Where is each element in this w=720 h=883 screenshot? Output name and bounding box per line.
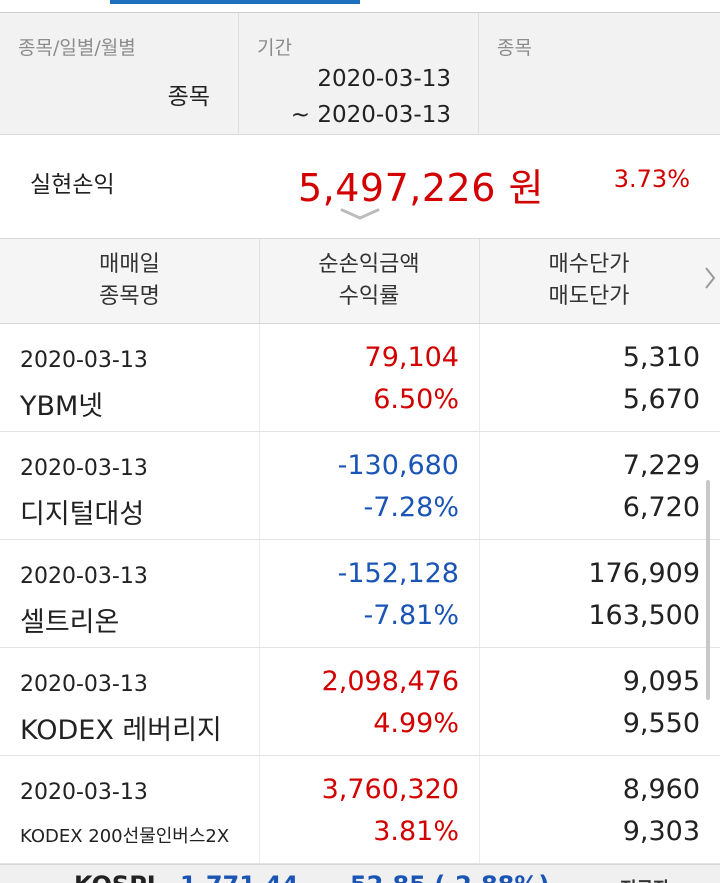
ticker-value: 1,771.44 (180, 871, 298, 883)
period-end: ~ 2020-03-13 (290, 102, 451, 128)
row-buy-price: 8,960 (622, 774, 700, 805)
header-return-rate: 수익률 (338, 284, 400, 309)
trade-list: 2020-03-13 YBM넷 79,104 6.50% 5,310 5,670… (0, 324, 720, 864)
table-row[interactable]: 2020-03-13 디지털대성 -130,680 -7.28% 7,229 6… (0, 432, 720, 540)
row-buy-price: 176,909 (588, 558, 700, 589)
row-name-cell: 2020-03-13 KODEX 레버리지 (0, 648, 260, 755)
row-buy-price: 7,229 (622, 450, 700, 481)
table-row[interactable]: 2020-03-13 YBM넷 79,104 6.50% 5,310 5,670 (0, 324, 720, 432)
table-row[interactable]: 2020-03-13 KODEX 레버리지 2,098,476 4.99% 9,… (0, 648, 720, 756)
header-stock-name: 종목명 (99, 284, 160, 309)
summary-rate: 3.73% (613, 165, 690, 193)
header-date-name: 매매일 종목명 (0, 239, 260, 323)
type-selector-label: 종목/일별/월별 (18, 37, 136, 59)
period-selector[interactable]: 기간 2020-03-13 ~ 2020-03-13 (238, 13, 479, 134)
row-sell-price: 9,550 (622, 708, 700, 739)
row-price-cell: 8,960 9,303 (479, 756, 720, 863)
realized-pnl-summary: 실현손익 5,497,226 원 3.73% (0, 135, 720, 225)
period-start: 2020-03-13 (317, 66, 451, 92)
row-date: 2020-03-13 (20, 348, 148, 373)
row-date: 2020-03-13 (20, 780, 148, 805)
row-price-cell: 5,310 5,670 (479, 324, 720, 431)
row-profit-cell: 3,760,320 3.81% (259, 756, 480, 863)
row-sell-price: 9,303 (622, 816, 700, 847)
header-profit: 순손익금액 수익률 (259, 239, 480, 323)
row-price-cell: 9,095 9,550 (479, 648, 720, 755)
row-date: 2020-03-13 (20, 672, 148, 697)
type-selector[interactable]: 종목/일별/월별 종목 (0, 13, 238, 134)
row-sell-price: 163,500 (588, 600, 700, 631)
row-buy-price: 5,310 (622, 342, 700, 373)
row-profit-amount: 2,098,476 (321, 666, 459, 697)
row-stock-name: KODEX 레버리지 (20, 715, 222, 746)
ticker-index-name: KOSPI (74, 871, 156, 883)
ticker-change: -52.85 (-2.88%) (340, 871, 549, 883)
row-name-cell: 2020-03-13 YBM넷 (0, 324, 260, 431)
summary-amount: 5,497,226 원 (298, 166, 544, 210)
filter-bar: 종목/일별/월별 종목 기간 2020-03-13 ~ 2020-03-13 종… (0, 13, 720, 135)
row-price-cell: 176,909 163,500 (479, 540, 720, 647)
active-tab-indicator (110, 0, 360, 4)
row-date: 2020-03-13 (20, 564, 148, 589)
row-return-rate: 3.81% (373, 816, 459, 847)
row-date: 2020-03-13 (20, 456, 148, 481)
stock-selector[interactable]: 종목 (478, 13, 720, 134)
period-selector-label: 기간 (257, 37, 292, 59)
stock-selector-label: 종목 (497, 37, 532, 59)
index-ticker[interactable]: KOSPI 1,771.44 -52.85 (-2.88%) 전국장 (0, 864, 720, 883)
table-row[interactable]: 2020-03-13 셀트리온 -152,128 -7.81% 176,909 … (0, 540, 720, 648)
row-price-cell: 7,229 6,720 (479, 432, 720, 539)
row-stock-name: 셀트리온 (20, 607, 120, 638)
summary-label: 실현손익 (30, 172, 115, 198)
header-buy-price: 매수단가 (548, 252, 630, 277)
row-stock-name: 디지털대성 (20, 499, 145, 530)
row-stock-name: KODEX 200선물인버스2X (20, 826, 230, 847)
header-net-profit: 순손익금액 (318, 252, 420, 277)
row-return-rate: 6.50% (373, 384, 459, 415)
header-trade-date: 매매일 (99, 252, 160, 277)
row-profit-cell: 79,104 6.50% (259, 324, 480, 431)
chevron-right-icon[interactable] (704, 266, 716, 290)
row-name-cell: 2020-03-13 KODEX 200선물인버스2X (0, 756, 260, 863)
row-profit-cell: 2,098,476 4.99% (259, 648, 480, 755)
row-profit-cell: -130,680 -7.28% (259, 432, 480, 539)
row-profit-amount: -130,680 (337, 450, 459, 481)
ticker-extra: 전국장 (620, 875, 670, 883)
row-profit-cell: -152,128 -7.81% (259, 540, 480, 647)
period-range: 2020-03-13 ~ 2020-03-13 (291, 61, 451, 133)
top-bar (0, 0, 720, 13)
row-name-cell: 2020-03-13 셀트리온 (0, 540, 260, 647)
chevron-down-icon[interactable] (340, 207, 380, 221)
header-prices: 매수단가 매도단가 (479, 239, 699, 323)
table-row[interactable]: 2020-03-13 KODEX 200선물인버스2X 3,760,320 3.… (0, 756, 720, 864)
table-header: 매매일 종목명 순손익금액 수익률 매수단가 매도단가 (0, 238, 720, 324)
row-name-cell: 2020-03-13 디지털대성 (0, 432, 260, 539)
row-profit-amount: 79,104 (364, 342, 459, 373)
row-profit-amount: 3,760,320 (321, 774, 459, 805)
type-selector-value: 종목 (167, 84, 210, 110)
row-return-rate: -7.81% (363, 600, 459, 631)
row-return-rate: -7.28% (363, 492, 459, 523)
row-return-rate: 4.99% (373, 708, 459, 739)
row-buy-price: 9,095 (622, 666, 700, 697)
row-sell-price: 5,670 (622, 384, 700, 415)
row-sell-price: 6,720 (622, 492, 700, 523)
header-sell-price: 매도단가 (548, 284, 630, 309)
row-stock-name: YBM넷 (20, 391, 104, 422)
row-profit-amount: -152,128 (337, 558, 459, 589)
scrollbar[interactable] (706, 480, 710, 700)
